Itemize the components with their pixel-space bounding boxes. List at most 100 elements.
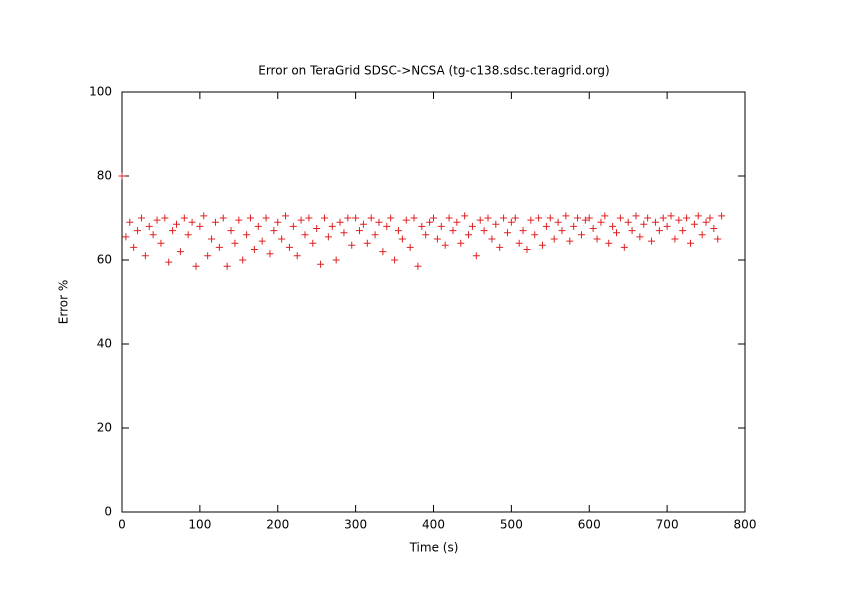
point bbox=[659, 214, 667, 222]
point bbox=[492, 220, 500, 228]
point bbox=[570, 222, 578, 230]
point bbox=[165, 258, 173, 266]
point bbox=[679, 227, 687, 235]
point bbox=[340, 229, 348, 237]
point bbox=[546, 214, 554, 222]
point bbox=[398, 235, 406, 243]
point bbox=[698, 231, 706, 239]
point bbox=[406, 243, 414, 251]
point bbox=[297, 216, 305, 224]
point bbox=[391, 256, 399, 264]
point bbox=[262, 214, 270, 222]
point bbox=[137, 214, 145, 222]
point bbox=[426, 218, 434, 226]
point bbox=[141, 252, 149, 260]
point bbox=[640, 220, 648, 228]
point bbox=[507, 218, 515, 226]
point bbox=[718, 212, 726, 220]
point bbox=[134, 227, 142, 235]
point bbox=[484, 214, 492, 222]
point bbox=[211, 218, 219, 226]
point bbox=[422, 231, 430, 239]
point bbox=[468, 222, 476, 230]
point bbox=[231, 239, 239, 247]
point bbox=[683, 214, 691, 222]
point bbox=[200, 212, 208, 220]
point bbox=[278, 235, 286, 243]
point bbox=[609, 222, 617, 230]
point bbox=[694, 212, 702, 220]
point bbox=[161, 214, 169, 222]
point bbox=[246, 214, 254, 222]
x-tick-label: 400 bbox=[422, 518, 445, 532]
point bbox=[589, 225, 597, 232]
chart-title: Error on TeraGrid SDSC->NCSA (tg-c138.sd… bbox=[258, 64, 609, 78]
y-tick-label: 100 bbox=[89, 85, 112, 99]
point bbox=[169, 227, 177, 235]
plot-frame bbox=[121, 91, 746, 513]
point bbox=[344, 214, 352, 222]
point bbox=[348, 241, 356, 249]
point bbox=[239, 256, 247, 264]
y-axis-label: Error % bbox=[57, 280, 71, 324]
point bbox=[655, 227, 663, 235]
point bbox=[332, 256, 340, 264]
point bbox=[192, 262, 200, 270]
point bbox=[371, 231, 379, 239]
x-tick-label: 0 bbox=[118, 518, 126, 532]
point bbox=[430, 214, 437, 222]
point bbox=[531, 231, 539, 239]
point bbox=[375, 218, 383, 226]
point bbox=[324, 233, 332, 241]
point bbox=[359, 220, 367, 228]
y-tick-label: 20 bbox=[97, 421, 112, 435]
point bbox=[605, 239, 613, 247]
point bbox=[632, 212, 640, 220]
x-tick-label: 300 bbox=[344, 518, 367, 532]
point bbox=[219, 214, 227, 222]
point bbox=[690, 220, 698, 228]
y-tick-label: 40 bbox=[97, 337, 112, 351]
point bbox=[180, 214, 188, 222]
point bbox=[585, 214, 593, 222]
point bbox=[574, 214, 582, 222]
point bbox=[293, 252, 301, 260]
point bbox=[636, 233, 644, 241]
point bbox=[686, 239, 694, 247]
point bbox=[414, 262, 422, 270]
point bbox=[667, 212, 675, 220]
point bbox=[519, 227, 527, 235]
point bbox=[196, 222, 204, 230]
point bbox=[671, 235, 679, 243]
point bbox=[706, 214, 714, 222]
x-tick-label: 700 bbox=[656, 518, 679, 532]
point bbox=[122, 233, 130, 241]
point bbox=[383, 222, 391, 230]
point bbox=[356, 227, 364, 235]
point bbox=[118, 172, 126, 180]
point bbox=[305, 214, 313, 222]
point bbox=[250, 246, 258, 253]
point bbox=[309, 239, 317, 247]
x-tick-label: 500 bbox=[500, 518, 523, 532]
point bbox=[558, 227, 566, 235]
point bbox=[472, 252, 480, 260]
point bbox=[320, 214, 328, 222]
point bbox=[282, 212, 290, 220]
point bbox=[675, 216, 683, 224]
point bbox=[243, 231, 251, 239]
point bbox=[157, 239, 165, 247]
point bbox=[566, 237, 574, 245]
point bbox=[402, 216, 410, 224]
point bbox=[204, 252, 212, 260]
point bbox=[648, 237, 656, 245]
point bbox=[317, 260, 325, 268]
point bbox=[542, 222, 550, 230]
point bbox=[480, 227, 488, 235]
point bbox=[130, 243, 138, 251]
point bbox=[581, 216, 589, 224]
point bbox=[710, 225, 718, 232]
point bbox=[624, 218, 632, 226]
point bbox=[445, 214, 453, 222]
point bbox=[461, 212, 469, 220]
